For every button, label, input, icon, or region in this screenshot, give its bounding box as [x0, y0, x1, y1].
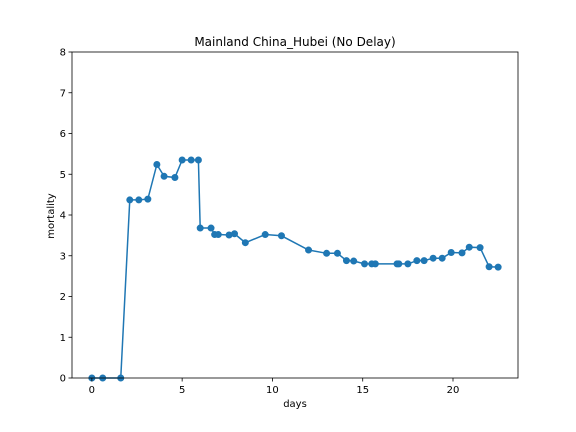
data-point	[333, 249, 341, 257]
data-point	[305, 246, 313, 254]
data-point	[196, 224, 204, 232]
data-point	[465, 243, 473, 251]
x-tick-label: 5	[179, 385, 185, 396]
y-tick-label: 7	[60, 88, 66, 99]
data-point	[458, 249, 466, 257]
data-point	[144, 195, 152, 203]
data-point	[323, 249, 331, 257]
data-point	[277, 232, 285, 240]
x-tick-label: 20	[447, 385, 460, 396]
data-point	[241, 239, 249, 247]
y-tick-label: 1	[60, 333, 66, 344]
data-point	[194, 156, 202, 164]
x-axis-label: days	[283, 399, 307, 410]
data-point	[126, 196, 134, 204]
data-point	[187, 156, 195, 164]
y-tick-label: 4	[60, 211, 66, 222]
data-point	[153, 160, 161, 168]
plot-area: 0 5 10 15 20 0 1 2 3 4 5 6 7 8	[60, 48, 519, 396]
data-point	[476, 244, 484, 252]
data-point	[438, 254, 446, 262]
data-point	[207, 224, 215, 232]
data-point	[413, 257, 421, 265]
x-tick-label: 10	[266, 385, 279, 396]
y-tick-label: 2	[60, 292, 66, 303]
y-tick-label: 8	[60, 48, 66, 59]
data-point	[429, 254, 437, 262]
data-point	[178, 156, 186, 164]
data-point	[371, 260, 379, 268]
x-tick-label: 0	[89, 385, 95, 396]
data-point	[231, 230, 239, 238]
data-point	[350, 257, 358, 265]
y-tick-label: 5	[60, 170, 66, 181]
data-point	[160, 172, 168, 180]
data-point	[395, 260, 403, 268]
data-point	[485, 263, 493, 271]
data-point	[171, 174, 179, 182]
data-point	[261, 231, 269, 239]
chart-title: Mainland China_Hubei (No Delay)	[194, 35, 395, 49]
y-tick-label: 6	[60, 129, 66, 140]
y-tick-label: 3	[60, 251, 66, 262]
data-point	[494, 263, 502, 271]
data-point	[214, 231, 222, 239]
y-axis-label: mortality	[46, 193, 57, 238]
data-point	[420, 257, 428, 265]
data-point	[404, 260, 412, 268]
data-point	[447, 248, 455, 256]
data-point	[361, 260, 369, 268]
data-point	[135, 196, 143, 204]
data-point	[342, 257, 350, 265]
y-tick-label: 0	[60, 374, 66, 385]
x-tick-label: 15	[356, 385, 369, 396]
